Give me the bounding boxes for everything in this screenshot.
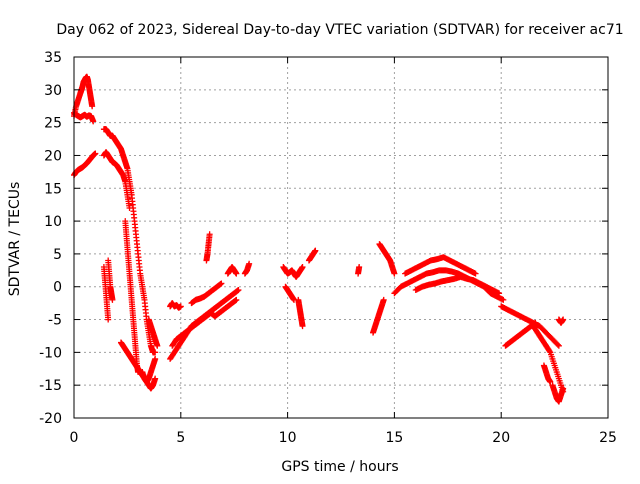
data-point	[233, 270, 240, 277]
data-point	[391, 270, 398, 277]
chart-title: Day 062 of 2023, Sidereal Day-to-day VTE…	[56, 22, 623, 38]
plot-frame	[73, 56, 609, 419]
x-axis-label: GPS time / hours	[281, 459, 398, 475]
y-tick-label: -15	[39, 378, 62, 394]
data-point	[496, 290, 503, 297]
data-point	[233, 296, 240, 303]
x-tick-label: 10	[279, 430, 297, 446]
data-point	[152, 349, 159, 356]
data-points	[71, 73, 567, 405]
data-point	[546, 348, 553, 355]
y-tick-label: -10	[39, 345, 62, 361]
data-point	[206, 231, 213, 238]
y-tick-label: 5	[53, 247, 62, 263]
y-tick-label: 25	[44, 116, 62, 132]
data-point	[547, 378, 554, 385]
data-point	[218, 280, 225, 287]
data-point	[380, 296, 387, 303]
data-point	[92, 150, 99, 157]
data-point	[312, 247, 319, 254]
data-point	[246, 260, 253, 267]
y-tick-label: -20	[39, 411, 62, 427]
data-point	[532, 319, 539, 326]
data-point	[109, 296, 116, 303]
data-point	[299, 323, 306, 330]
x-tick-label: 0	[70, 430, 79, 446]
y-tick-label: 20	[44, 148, 62, 164]
y-tick-label: 10	[44, 214, 62, 230]
data-point	[554, 341, 561, 348]
data-point	[560, 385, 567, 392]
data-point	[560, 316, 567, 323]
grid-lines	[74, 57, 608, 418]
data-point	[500, 296, 507, 303]
y-axis-label: SDTVAR / TECUs	[7, 182, 23, 297]
x-tick-label: 15	[385, 430, 403, 446]
data-point	[152, 355, 159, 362]
x-tick-label: 25	[599, 430, 617, 446]
y-tick-label: 30	[44, 83, 62, 99]
data-point	[177, 303, 184, 310]
axis-ticks: 0 5 10 15 20 25 -20 -15 -10 -5 0 5 10 15 20 25 30 35	[39, 50, 617, 446]
data-point	[89, 103, 96, 110]
y-tick-label: 15	[44, 181, 62, 197]
x-tick-label: 20	[492, 430, 510, 446]
data-point	[356, 264, 363, 271]
data-point	[154, 342, 161, 349]
data-point	[555, 342, 562, 349]
data-point	[152, 375, 159, 382]
data-point	[105, 316, 112, 323]
data-point	[472, 270, 479, 277]
data-point	[299, 264, 306, 271]
y-tick-label: 0	[53, 280, 62, 296]
data-point	[90, 118, 97, 125]
y-tick-label: -5	[48, 313, 62, 329]
data-point	[126, 204, 133, 211]
y-tick-label: 35	[44, 50, 62, 66]
data-point	[235, 287, 242, 294]
x-tick-label: 5	[176, 430, 185, 446]
